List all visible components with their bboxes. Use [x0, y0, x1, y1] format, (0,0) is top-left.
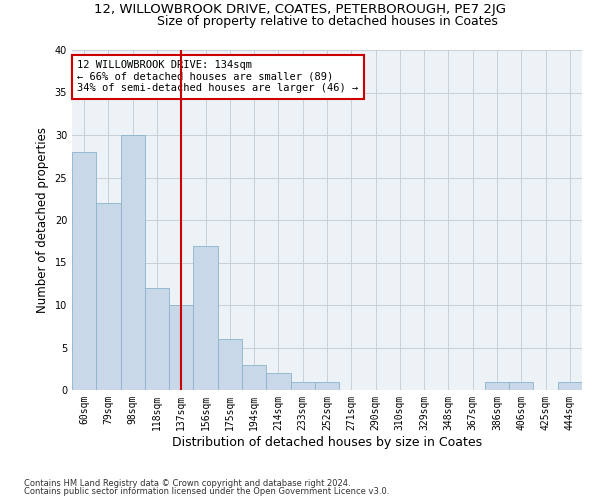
Title: Size of property relative to detached houses in Coates: Size of property relative to detached ho… — [157, 15, 497, 28]
Text: 12 WILLOWBROOK DRIVE: 134sqm
← 66% of detached houses are smaller (89)
34% of se: 12 WILLOWBROOK DRIVE: 134sqm ← 66% of de… — [77, 60, 358, 94]
Bar — [266, 373, 290, 390]
Bar — [96, 203, 121, 390]
Bar — [145, 288, 169, 390]
Y-axis label: Number of detached properties: Number of detached properties — [36, 127, 49, 313]
Bar — [485, 382, 509, 390]
Bar — [218, 339, 242, 390]
Bar — [315, 382, 339, 390]
Text: Contains public sector information licensed under the Open Government Licence v3: Contains public sector information licen… — [24, 487, 389, 496]
X-axis label: Distribution of detached houses by size in Coates: Distribution of detached houses by size … — [172, 436, 482, 448]
Bar — [558, 382, 582, 390]
Text: 12, WILLOWBROOK DRIVE, COATES, PETERBOROUGH, PE7 2JG: 12, WILLOWBROOK DRIVE, COATES, PETERBORO… — [94, 2, 506, 16]
Bar — [72, 152, 96, 390]
Bar — [169, 305, 193, 390]
Bar — [509, 382, 533, 390]
Bar — [242, 364, 266, 390]
Bar — [290, 382, 315, 390]
Bar — [193, 246, 218, 390]
Text: Contains HM Land Registry data © Crown copyright and database right 2024.: Contains HM Land Registry data © Crown c… — [24, 478, 350, 488]
Bar — [121, 135, 145, 390]
